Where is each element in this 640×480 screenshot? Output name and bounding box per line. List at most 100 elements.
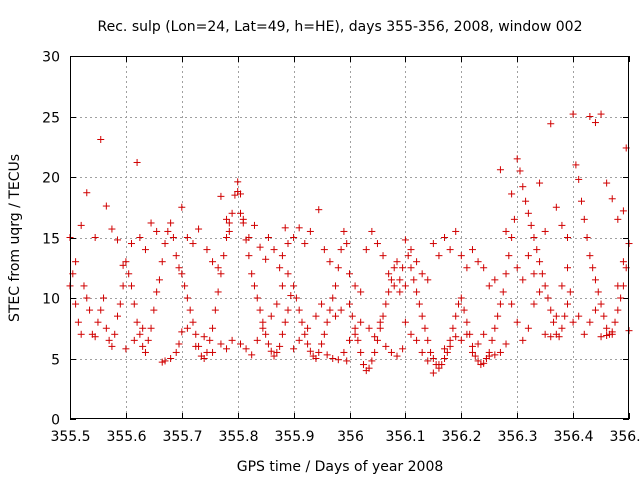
data-point	[365, 324, 373, 332]
data-point	[608, 330, 616, 338]
data-point	[192, 342, 200, 350]
data-point	[111, 330, 119, 338]
data-point	[245, 234, 253, 241]
data-point	[172, 348, 180, 356]
data-point	[399, 264, 407, 272]
data-point	[105, 336, 113, 344]
data-point	[200, 333, 208, 341]
data-point	[415, 300, 423, 308]
data-point	[220, 252, 228, 260]
data-point	[421, 324, 429, 332]
data-point	[524, 324, 532, 332]
data-point	[611, 318, 619, 326]
data-point	[114, 312, 122, 320]
data-point	[100, 294, 108, 302]
data-point	[320, 330, 328, 338]
data-point	[83, 189, 91, 197]
data-point	[228, 336, 236, 344]
data-point	[242, 345, 250, 353]
data-point	[446, 246, 454, 254]
data-point	[371, 333, 379, 341]
data-point	[225, 227, 233, 235]
data-point	[385, 270, 393, 278]
data-point	[533, 246, 541, 254]
data-point	[83, 294, 91, 302]
data-point	[586, 252, 594, 260]
data-point	[183, 234, 191, 241]
data-point	[340, 348, 348, 356]
data-point	[541, 282, 549, 290]
data-point	[348, 312, 356, 320]
data-point	[541, 227, 549, 235]
data-point	[572, 161, 580, 169]
x-axis-label: GPS time / Days of year 2008	[237, 459, 444, 475]
data-point	[323, 351, 331, 359]
data-point	[209, 258, 217, 266]
data-point	[284, 270, 292, 278]
data-point	[371, 348, 379, 356]
axis-ticks	[70, 56, 630, 420]
data-point	[161, 240, 169, 248]
data-point	[80, 282, 88, 290]
data-point	[203, 246, 211, 254]
data-point	[580, 215, 588, 223]
data-point	[253, 294, 261, 302]
data-point	[474, 258, 482, 266]
data-point	[114, 236, 122, 244]
data-point	[130, 300, 138, 308]
data-point	[231, 191, 239, 199]
data-point	[586, 318, 594, 326]
data-point	[130, 336, 138, 344]
data-point	[538, 270, 546, 278]
data-point	[223, 215, 231, 223]
data-point	[480, 359, 488, 367]
data-point	[569, 318, 577, 326]
data-point	[496, 166, 504, 174]
data-point	[449, 324, 457, 332]
data-point	[463, 318, 471, 326]
plot-frame	[70, 56, 629, 419]
data-point	[614, 215, 622, 223]
data-point	[136, 234, 144, 241]
data-point	[326, 306, 334, 314]
data-point	[401, 236, 409, 244]
data-point	[494, 312, 502, 320]
data-point	[368, 357, 376, 365]
data-point	[97, 135, 105, 143]
data-point	[284, 306, 292, 314]
data-point	[541, 330, 549, 338]
data-point	[463, 330, 471, 338]
y-tick-label: 25	[42, 111, 60, 127]
data-point	[603, 332, 611, 340]
x-tick-label: 356.3	[497, 429, 537, 445]
data-point	[125, 270, 133, 278]
data-point	[382, 300, 390, 308]
data-point	[527, 221, 535, 229]
data-point	[435, 361, 443, 369]
data-point	[418, 312, 426, 320]
data-point	[401, 318, 409, 326]
data-point	[320, 246, 328, 254]
data-point	[429, 240, 437, 248]
data-point	[276, 264, 284, 272]
data-point	[396, 276, 404, 284]
grid-lines	[70, 56, 629, 419]
data-point	[200, 355, 208, 362]
data-point	[127, 282, 135, 290]
data-point	[119, 282, 127, 290]
data-point	[276, 342, 284, 350]
data-point	[547, 120, 555, 128]
y-tick-label: 0	[51, 413, 60, 429]
data-point	[206, 336, 214, 344]
data-point	[228, 209, 236, 217]
data-point	[164, 227, 172, 235]
data-point	[446, 336, 454, 344]
data-point	[245, 252, 253, 260]
data-point	[239, 215, 247, 223]
data-point	[575, 312, 583, 320]
data-point	[312, 355, 320, 362]
data-point	[413, 336, 421, 344]
data-point	[175, 340, 183, 348]
data-point	[457, 336, 465, 344]
data-point	[337, 306, 345, 314]
